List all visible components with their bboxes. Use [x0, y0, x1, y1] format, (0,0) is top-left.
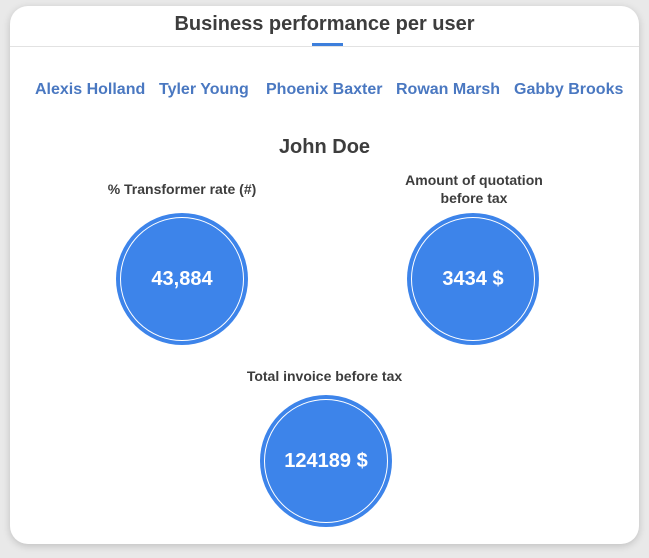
user-tab-alexis-holland[interactable]: Alexis Holland [35, 81, 146, 98]
total-invoice-label: Total invoice before tax [246, 368, 403, 384]
user-tab-phoenix-baxter[interactable]: Phoenix Baxter [266, 81, 383, 98]
card-header: Business performance per user [10, 6, 639, 47]
performance-card: Business performance per user Alexis Hol… [10, 6, 639, 544]
user-tabs: Alexis Holland Tyler Young Phoenix Baxte… [10, 80, 639, 102]
quotation-amount-circle: 3434 $ [407, 213, 539, 345]
total-invoice-value: 124189 $ [284, 450, 368, 472]
quotation-amount-label-line2: before tax [440, 190, 508, 206]
quotation-amount-value: 3434 $ [442, 268, 504, 290]
quotation-amount-label: Amount of quotation before tax [364, 171, 584, 207]
total-invoice-circle: 124189 $ [260, 395, 392, 527]
user-tab-tyler-young[interactable]: Tyler Young [159, 81, 249, 98]
quotation-amount-label-line1: Amount of quotation [405, 172, 543, 188]
transformer-rate-label: % Transformer rate (#) [107, 181, 257, 197]
transformer-rate-circle: 43,884 [116, 213, 248, 345]
transformer-rate-value: 43,884 [151, 268, 213, 290]
title-underline [312, 43, 343, 46]
user-tab-rowan-marsh[interactable]: Rowan Marsh [396, 81, 501, 98]
card-title: Business performance per user [174, 13, 475, 35]
user-tab-gabby-brooks[interactable]: Gabby Brooks [514, 81, 624, 98]
selected-user-name: John Doe [278, 136, 371, 158]
